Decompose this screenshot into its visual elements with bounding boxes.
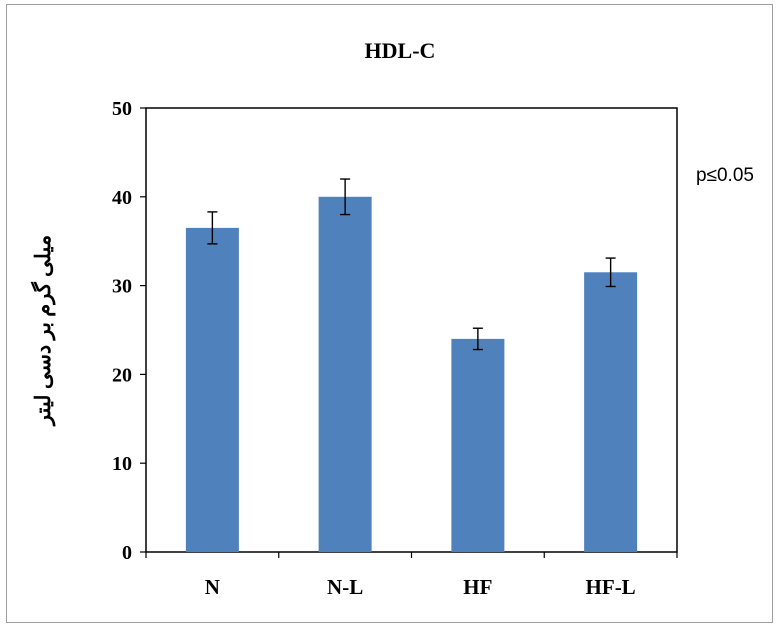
bar	[584, 272, 638, 552]
x-tick-label: N	[205, 575, 220, 599]
y-tick-label: 50	[112, 98, 132, 120]
y-tick-label: 20	[112, 364, 132, 386]
x-tick-label: N-L	[327, 575, 363, 599]
y-axis-label: میلی گرم بر دسی لیتر	[30, 235, 56, 427]
x-axis: N N-L HF HF-L	[145, 552, 678, 599]
bar	[185, 227, 239, 552]
bar	[451, 338, 505, 552]
y-tick-label: 0	[122, 542, 132, 564]
bar-series	[185, 196, 638, 553]
significance-annotation: p≤0.05	[696, 165, 754, 186]
x-tick-label: HF	[463, 575, 492, 599]
chart-title: HDL-C	[365, 38, 436, 63]
error-bars	[207, 178, 616, 351]
x-tick-label: HF-L	[586, 575, 636, 599]
y-tick-label: 40	[112, 187, 132, 209]
y-tick-label: 30	[112, 276, 132, 298]
bar	[318, 196, 372, 553]
y-axis: 0 10 20 30 40 50	[112, 98, 146, 564]
chart-frame	[6, 4, 773, 623]
y-tick-label: 10	[112, 453, 132, 475]
